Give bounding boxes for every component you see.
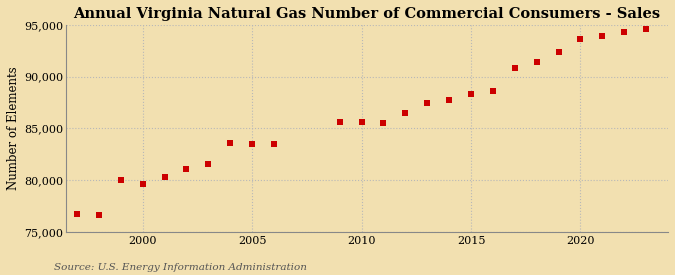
Point bbox=[181, 167, 192, 171]
Point bbox=[531, 60, 542, 64]
Point bbox=[115, 178, 126, 182]
Point bbox=[554, 50, 564, 54]
Point bbox=[203, 161, 214, 166]
Point bbox=[378, 121, 389, 125]
Y-axis label: Number of Elements: Number of Elements bbox=[7, 67, 20, 190]
Point bbox=[466, 92, 477, 97]
Point bbox=[72, 212, 82, 216]
Point bbox=[422, 100, 433, 105]
Point bbox=[246, 142, 257, 146]
Point bbox=[487, 89, 498, 93]
Point bbox=[575, 37, 586, 42]
Point bbox=[400, 111, 411, 115]
Point bbox=[510, 66, 520, 71]
Point bbox=[641, 27, 651, 31]
Point bbox=[225, 141, 236, 145]
Point bbox=[159, 175, 170, 179]
Point bbox=[269, 142, 279, 146]
Point bbox=[334, 120, 345, 124]
Point bbox=[93, 213, 104, 218]
Point bbox=[356, 120, 367, 124]
Point bbox=[137, 182, 148, 186]
Point bbox=[619, 30, 630, 34]
Text: Source: U.S. Energy Information Administration: Source: U.S. Energy Information Administ… bbox=[54, 263, 307, 272]
Point bbox=[443, 98, 454, 103]
Title: Annual Virginia Natural Gas Number of Commercial Consumers - Sales: Annual Virginia Natural Gas Number of Co… bbox=[74, 7, 661, 21]
Point bbox=[597, 34, 608, 39]
